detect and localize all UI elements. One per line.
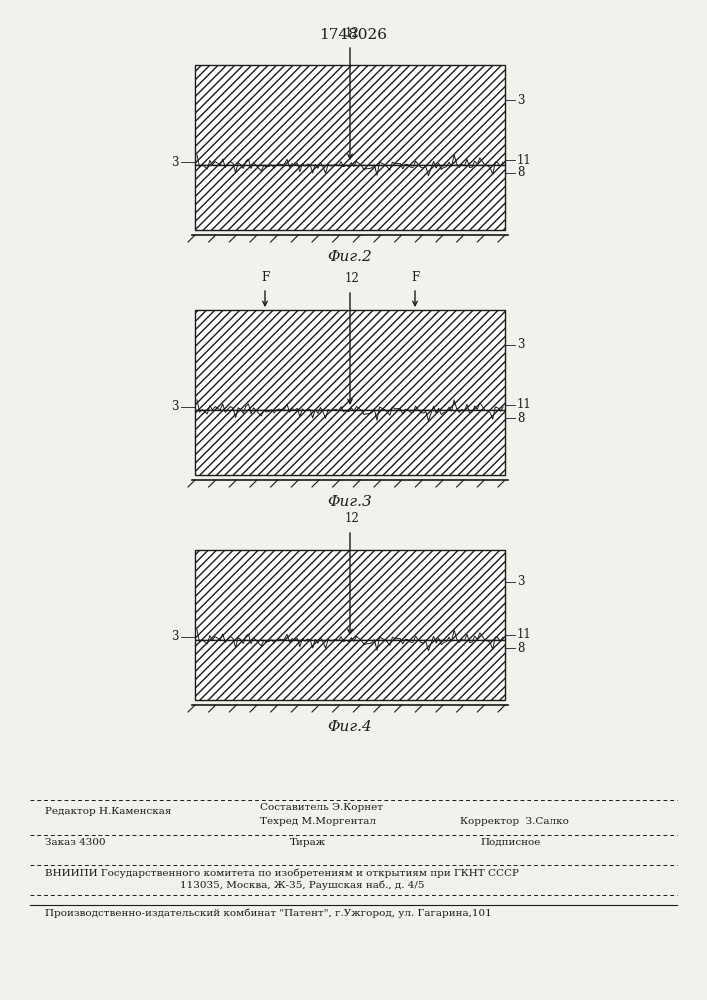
Text: Редактор Н.Каменская: Редактор Н.Каменская [45,807,171,816]
Text: Корректор  З.Салко: Корректор З.Салко [460,817,569,826]
Bar [195,310,505,410]
Text: Составитель Э.Корнет: Составитель Э.Корнет [260,803,383,812]
Text: 8: 8 [517,166,525,180]
Text: Производственно-издательский комбинат "Патент", г.Ужгород, ул. Гагарина,101: Производственно-издательский комбинат "П… [45,908,492,918]
Text: Φиг.3: Φиг.3 [327,495,373,509]
Text: Φиг.2: Φиг.2 [327,250,373,264]
Text: 3: 3 [172,631,179,644]
Bar [195,640,505,700]
Text: 3: 3 [517,94,525,106]
Text: ВНИИПИ Государственного комитета по изобретениям и открытиям при ГКНТ СССР: ВНИИПИ Государственного комитета по изоб… [45,868,519,878]
Text: 11: 11 [517,629,532,642]
Text: 3: 3 [172,155,179,168]
Text: 113035, Москва, Ж-35, Раушская наб., д. 4/5: 113035, Москва, Ж-35, Раушская наб., д. … [180,881,424,890]
Text: 3: 3 [172,400,179,414]
Text: 11: 11 [517,398,532,412]
Text: 12: 12 [344,27,359,40]
Bar [195,550,505,640]
Bar [195,410,505,475]
Text: 12: 12 [344,272,359,285]
Text: Техред М.Моргентал: Техред М.Моргентал [260,817,376,826]
Text: Φиг.4: Φиг.4 [327,720,373,734]
Text: 8: 8 [517,642,525,654]
Text: 1748026: 1748026 [319,28,387,42]
Text: 11: 11 [517,153,532,166]
Bar [195,165,505,230]
Text: 3: 3 [517,338,525,352]
Text: 12: 12 [344,512,359,525]
Text: 8: 8 [517,412,525,424]
Text: F: F [411,271,419,284]
Text: Тираж: Тираж [290,838,326,847]
Text: Подписное: Подписное [480,838,540,847]
Bar [195,65,505,165]
Text: Заказ 4300: Заказ 4300 [45,838,105,847]
Text: 3: 3 [517,575,525,588]
Text: F: F [261,271,269,284]
